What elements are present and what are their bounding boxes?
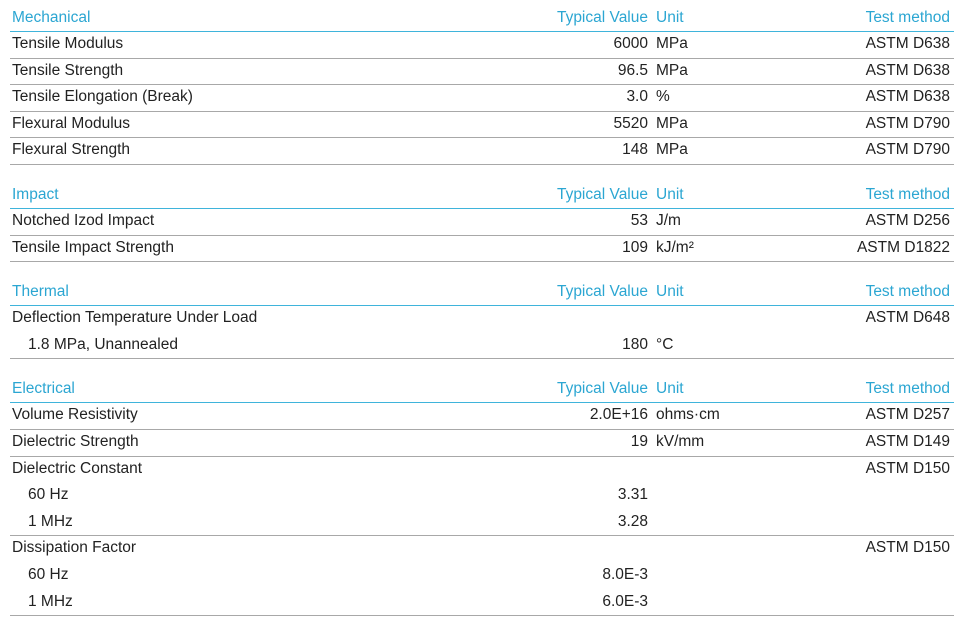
unit-header: Unit xyxy=(656,380,684,398)
value: 3.0 xyxy=(626,88,648,106)
unit-header: Unit xyxy=(656,283,684,301)
value: 6000 xyxy=(613,35,648,52)
value: 148 xyxy=(622,141,648,159)
value-header: Typical Value xyxy=(556,9,648,26)
row-rule xyxy=(10,234,954,236)
property: Flexural Modulus xyxy=(12,114,131,132)
header-rule xyxy=(10,401,954,403)
property: 1 MHz xyxy=(28,512,73,530)
property: Tensile Elongation (Break) xyxy=(12,88,193,106)
row-rule xyxy=(10,137,954,139)
property: Tensile Strength xyxy=(12,61,124,79)
method-header: Test method xyxy=(865,186,950,203)
value: 3.31 xyxy=(617,486,648,504)
unit-header: Unit xyxy=(656,9,684,26)
unit: °C xyxy=(656,335,674,353)
test-method: ASTM D257 xyxy=(865,406,950,424)
row-rule xyxy=(10,358,954,360)
test-method: ASTM D790 xyxy=(865,141,950,159)
row-rule xyxy=(10,110,954,112)
row-rule xyxy=(10,164,954,165)
value: 3.28 xyxy=(617,512,648,530)
value-header: Typical Value xyxy=(556,283,648,301)
test-method: ASTM D638 xyxy=(865,88,950,106)
header-rule xyxy=(10,304,954,306)
unit: J/m xyxy=(656,212,681,229)
unit: MPa xyxy=(656,61,688,79)
header-rule xyxy=(10,30,954,32)
property: Flexural Strength xyxy=(12,141,131,159)
property: Deflection Temperature Under Load xyxy=(12,309,258,327)
method-header: Test method xyxy=(865,283,950,301)
unit-header: Unit xyxy=(656,186,684,203)
unit: kJ/m² xyxy=(656,238,694,256)
value-header: Typical Value xyxy=(556,186,648,203)
test-method: ASTM D150 xyxy=(865,459,950,477)
property: Dielectric Strength xyxy=(12,433,139,450)
value: 19 xyxy=(630,433,648,450)
property: 1.8 MPa, Unannealed xyxy=(28,335,178,353)
property: Tensile Modulus xyxy=(12,35,124,52)
unit: kV/mm xyxy=(656,433,705,450)
value-header: Typical Value xyxy=(556,380,648,398)
row-rule xyxy=(10,84,954,86)
property: Tensile Impact Strength xyxy=(12,238,174,256)
test-method: ASTM D638 xyxy=(865,61,950,79)
property: Notched Izod Impact xyxy=(12,212,155,229)
section-title: Mechanical xyxy=(12,9,91,26)
method-header: Test method xyxy=(865,380,950,398)
row-rule xyxy=(10,535,954,537)
header-rule xyxy=(10,207,954,209)
value: 180 xyxy=(622,335,648,353)
row-rule xyxy=(10,261,954,263)
section-title: Thermal xyxy=(12,283,69,301)
value: 5520 xyxy=(613,114,648,132)
value: 109 xyxy=(622,238,648,256)
unit: MPa xyxy=(656,141,688,159)
property: 60 Hz xyxy=(28,486,69,504)
test-method: ASTM D1822 xyxy=(856,238,950,256)
property: Dissipation Factor xyxy=(12,539,137,557)
test-method: ASTM D149 xyxy=(865,433,950,450)
value: 53 xyxy=(630,212,648,229)
section-title: Electrical xyxy=(12,380,75,398)
unit: % xyxy=(656,88,670,106)
row-rule xyxy=(10,57,954,59)
property: Dielectric Constant xyxy=(12,459,143,477)
value: 6.0E-3 xyxy=(602,592,648,610)
unit: ohms·cm xyxy=(656,406,720,424)
unit: MPa xyxy=(656,35,688,52)
test-method: ASTM D790 xyxy=(865,114,950,132)
property: 1 MHz xyxy=(28,592,73,610)
method-header: Test method xyxy=(865,9,950,26)
unit: MPa xyxy=(656,114,688,132)
row-rule xyxy=(10,429,954,430)
value: 2.0E+16 xyxy=(589,406,648,424)
test-method: ASTM D256 xyxy=(865,212,950,229)
property: 60 Hz xyxy=(28,566,69,583)
row-rule xyxy=(10,615,954,617)
test-method: ASTM D150 xyxy=(865,539,950,557)
test-method: ASTM D638 xyxy=(865,35,950,52)
value: 96.5 xyxy=(617,61,648,79)
value: 8.0E-3 xyxy=(602,566,648,583)
row-rule xyxy=(10,455,954,457)
property: Volume Resistivity xyxy=(12,406,138,424)
section-title: Impact xyxy=(12,186,59,203)
test-method: ASTM D648 xyxy=(865,309,950,327)
